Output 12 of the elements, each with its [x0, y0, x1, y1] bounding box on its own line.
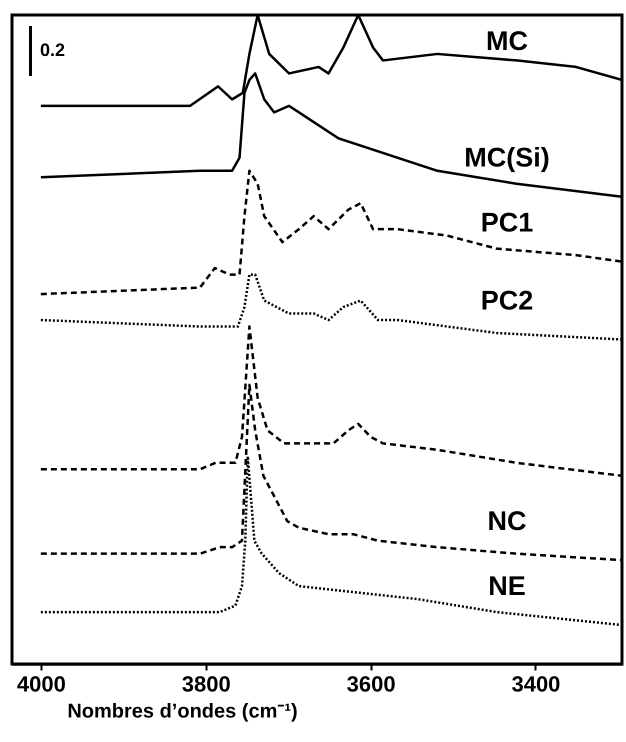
x-tick-label: 4000: [16, 672, 66, 696]
series-label: PC2: [480, 286, 534, 316]
series-label: MC(Si): [464, 142, 550, 173]
series-label: NC: [488, 506, 526, 536]
series-label: NE: [488, 571, 526, 602]
x-tick-label: 3800: [182, 672, 231, 696]
x-tick-label: 3400: [511, 672, 560, 696]
series-label: PC1: [480, 208, 534, 238]
annotation: 0.2: [40, 40, 66, 60]
x-tick-label: 3600: [346, 672, 396, 696]
x-axis-title: Nombres d’ondes (cm⁻¹): [67, 700, 298, 722]
series-label: MC: [486, 26, 528, 56]
